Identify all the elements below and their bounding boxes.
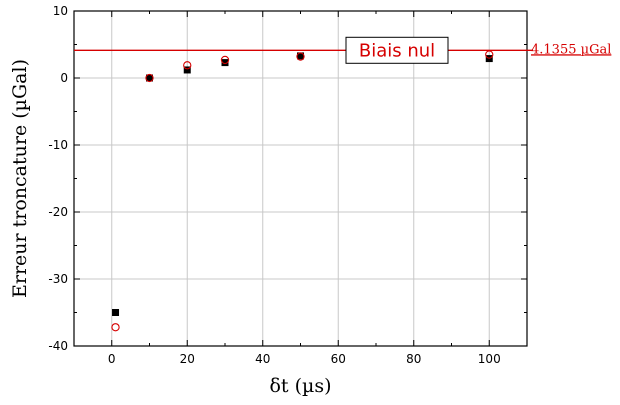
y-tick-label: -40 [48, 339, 68, 353]
x-tick-label: 0 [108, 352, 116, 366]
x-tick-label: 80 [406, 352, 421, 366]
data-point-square [297, 52, 304, 60]
x-tick-label: 60 [331, 352, 346, 366]
reference-value-label: 4.1355 µGal [531, 42, 611, 57]
data-marks [111, 50, 494, 332]
y-tick-label: 0 [60, 71, 68, 85]
y-tick-label: -10 [48, 138, 68, 152]
y-tick-label: 10 [53, 4, 68, 18]
data-point-square [112, 309, 120, 316]
data-point-square [146, 74, 153, 82]
x-tick-label: 40 [255, 352, 270, 366]
grid [74, 10, 527, 347]
data-point-square [221, 59, 229, 67]
axis-ticks: 0 20 40 60 80 100 -40 -30 -20 -10 0 10 [48, 4, 528, 366]
x-tick-label: 20 [180, 352, 195, 366]
data-point-circle [296, 52, 305, 61]
x-tick-label: 100 [478, 352, 501, 366]
reference-label: Biais nul [359, 40, 435, 61]
reference-label-box [345, 36, 449, 64]
x-axis-title: δt (µs) [269, 375, 331, 397]
data-point-circle [145, 73, 154, 83]
y-tick-label: -30 [48, 272, 68, 286]
plot-frame [73, 10, 528, 347]
data-point-circle [111, 323, 120, 332]
data-point-square [183, 66, 191, 74]
data-point-circle [220, 55, 230, 65]
reference-line-group: Biais nul 4.1355 µGal [74, 36, 611, 64]
data-point-circle [485, 50, 494, 59]
y-axis-title: Erreur troncature (µGal) [9, 59, 31, 298]
data-point-circle [183, 61, 192, 70]
y-tick-label: -20 [48, 205, 68, 219]
